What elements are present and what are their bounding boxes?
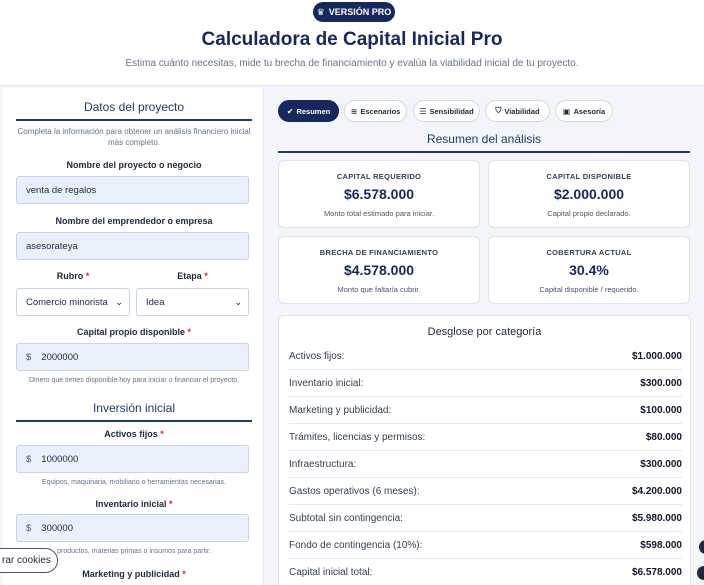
pro-version-badge: ♛ VERSIÓN PRO <box>313 2 395 22</box>
inventory-value: 300000 <box>41 522 73 534</box>
own-capital-value: 2000000 <box>41 351 79 363</box>
page-subtitle: Estima cuánto necesitas, mide tu brecha … <box>125 58 579 69</box>
card-description: Capital disponible / requerido. <box>539 285 639 294</box>
briefcase-icon: ▣ <box>562 106 571 116</box>
own-capital-input[interactable]: $ 2000000 <box>16 343 249 371</box>
available-capital-card: CAPITAL DISPONIBLE $2.000.000 Capital pr… <box>488 160 690 228</box>
project-helper-text: Completa la información para obtener un … <box>17 127 251 147</box>
current-coverage-card: COBERTURA ACTUAL 30.4% Capital disponibl… <box>488 236 690 304</box>
rubro-selected-value: Comercio minorista <box>26 296 108 308</box>
marketing-label: Marketing y publicidad * <box>82 569 186 579</box>
entrepreneur-value: asesorateya <box>26 240 78 252</box>
results-panel: ✔ Resumen ≋ Escenarios ☰ Sensibilidad ⛉ … <box>270 88 704 585</box>
inventory-label: Inventario inicial * <box>95 499 173 509</box>
etapa-label: Etapa * <box>177 271 208 281</box>
inventory-input[interactable]: $ 300000 <box>16 514 249 542</box>
crown-icon: ♛ <box>316 6 325 17</box>
project-name-value: venta de regalos <box>26 184 97 196</box>
page-title: Calculadora de Capital Inicial Pro <box>201 29 503 50</box>
floating-action-button[interactable] <box>699 540 704 554</box>
card-label: COBERTURA ACTUAL <box>546 248 632 257</box>
project-data-section-title: Datos del proyecto <box>16 100 252 121</box>
entrepreneur-label: Nombre del emprendedor o empresa <box>55 216 213 226</box>
own-capital-note: Dinero que tienes disponible hoy para in… <box>28 377 240 384</box>
tab-resumen[interactable]: ✔ Resumen <box>278 100 339 122</box>
list-item: Subtotal sin contingencia: $5.980.000 <box>289 505 682 532</box>
chevron-down-icon: ⌄ <box>115 296 123 307</box>
layers-icon: ≋ <box>350 106 358 116</box>
project-name-label: Nombre del proyecto o negocio <box>66 160 202 170</box>
card-value: $2.000.000 <box>553 186 625 202</box>
card-label: CAPITAL DISPONIBLE <box>546 172 632 181</box>
list-item: Capital inicial total: $6.578.000 <box>289 559 682 585</box>
investment-section-title: Inversión inicial <box>16 401 252 422</box>
own-capital-label: Capital propio disponible * <box>76 327 192 337</box>
summary-section-title: Resumen del análisis <box>278 132 690 153</box>
app-header: ♛ VERSIÓN PRO Calculadora de Capital Ini… <box>0 0 704 86</box>
shield-icon: ⛉ <box>495 106 502 115</box>
currency-symbol: $ <box>26 522 32 534</box>
list-item: Trámites, licencias y permisos: $80.000 <box>289 424 682 451</box>
required-capital-card: CAPITAL REQUERIDO $6.578.000 Monto total… <box>278 160 480 228</box>
tab-escenarios[interactable]: ≋ Escenarios <box>344 100 407 122</box>
rubro-select[interactable]: Comercio minorista ⌄ <box>16 288 130 316</box>
card-description: Monto total estimado para iniciar. <box>323 209 435 218</box>
inventory-note: productos, materias primas o insumos par… <box>57 548 211 555</box>
card-description: Monto que faltaría cubrir. <box>337 285 421 294</box>
list-item: Infraestructura: $300.000 <box>289 451 682 478</box>
list-item: Activos fijos: $1.000.000 <box>289 343 682 370</box>
chevron-down-icon: ⌄ <box>234 296 242 307</box>
card-label: BRECHA DE FINANCIAMIENTO <box>319 248 439 257</box>
card-value: $4.578.000 <box>343 262 415 278</box>
card-value: 30.4% <box>569 262 609 278</box>
pro-badge-label: VERSIÓN PRO <box>328 7 392 17</box>
sliders-icon: ☰ <box>419 106 427 116</box>
tab-viabilidad[interactable]: ⛉ Viabilidad <box>485 100 550 122</box>
project-name-input[interactable]: venta de regalos <box>16 176 249 204</box>
etapa-selected-value: Idea <box>146 296 165 308</box>
rubro-label: Rubro * <box>56 271 90 281</box>
tab-sensibilidad[interactable]: ☰ Sensibilidad <box>413 100 480 122</box>
fixed-assets-label: Activos fijos * <box>104 429 164 439</box>
check-circle-icon: ✔ <box>286 106 294 116</box>
floating-action-button[interactable] <box>697 566 704 580</box>
project-form-panel: Datos del proyecto Completa la informaci… <box>3 88 264 585</box>
fixed-assets-note: Equipos, maquinaria, mobiliario o herram… <box>41 479 227 486</box>
etapa-select[interactable]: Idea ⌄ <box>136 288 249 316</box>
cookie-settings-button[interactable]: rar cookies <box>0 548 58 573</box>
list-item: Inventario inicial: $300.000 <box>289 370 682 397</box>
tab-asesoria[interactable]: ▣ Asesoría <box>555 100 613 122</box>
fixed-assets-value: 1000000 <box>41 453 79 465</box>
currency-symbol: $ <box>26 351 32 363</box>
list-item: Gastos operativos (6 meses): $4.200.000 <box>289 478 682 505</box>
list-item: Marketing y publicidad: $100.000 <box>289 397 682 424</box>
breakdown-title: Desglose por categoría <box>427 326 542 338</box>
currency-symbol: $ <box>26 453 32 465</box>
card-label: CAPITAL REQUERIDO <box>336 172 422 181</box>
category-breakdown-card: Desglose por categoría Activos fijos: $1.… <box>278 315 691 585</box>
entrepreneur-input[interactable]: asesorateya <box>16 232 249 260</box>
financing-gap-card: BRECHA DE FINANCIAMIENTO $4.578.000 Mont… <box>278 236 480 304</box>
fixed-assets-input[interactable]: $ 1000000 <box>16 445 249 473</box>
card-value: $6.578.000 <box>343 186 415 202</box>
list-item: Fondo de contingencia (10%): $598.000 <box>289 532 682 559</box>
card-description: Capital propio declarado. <box>547 209 631 218</box>
